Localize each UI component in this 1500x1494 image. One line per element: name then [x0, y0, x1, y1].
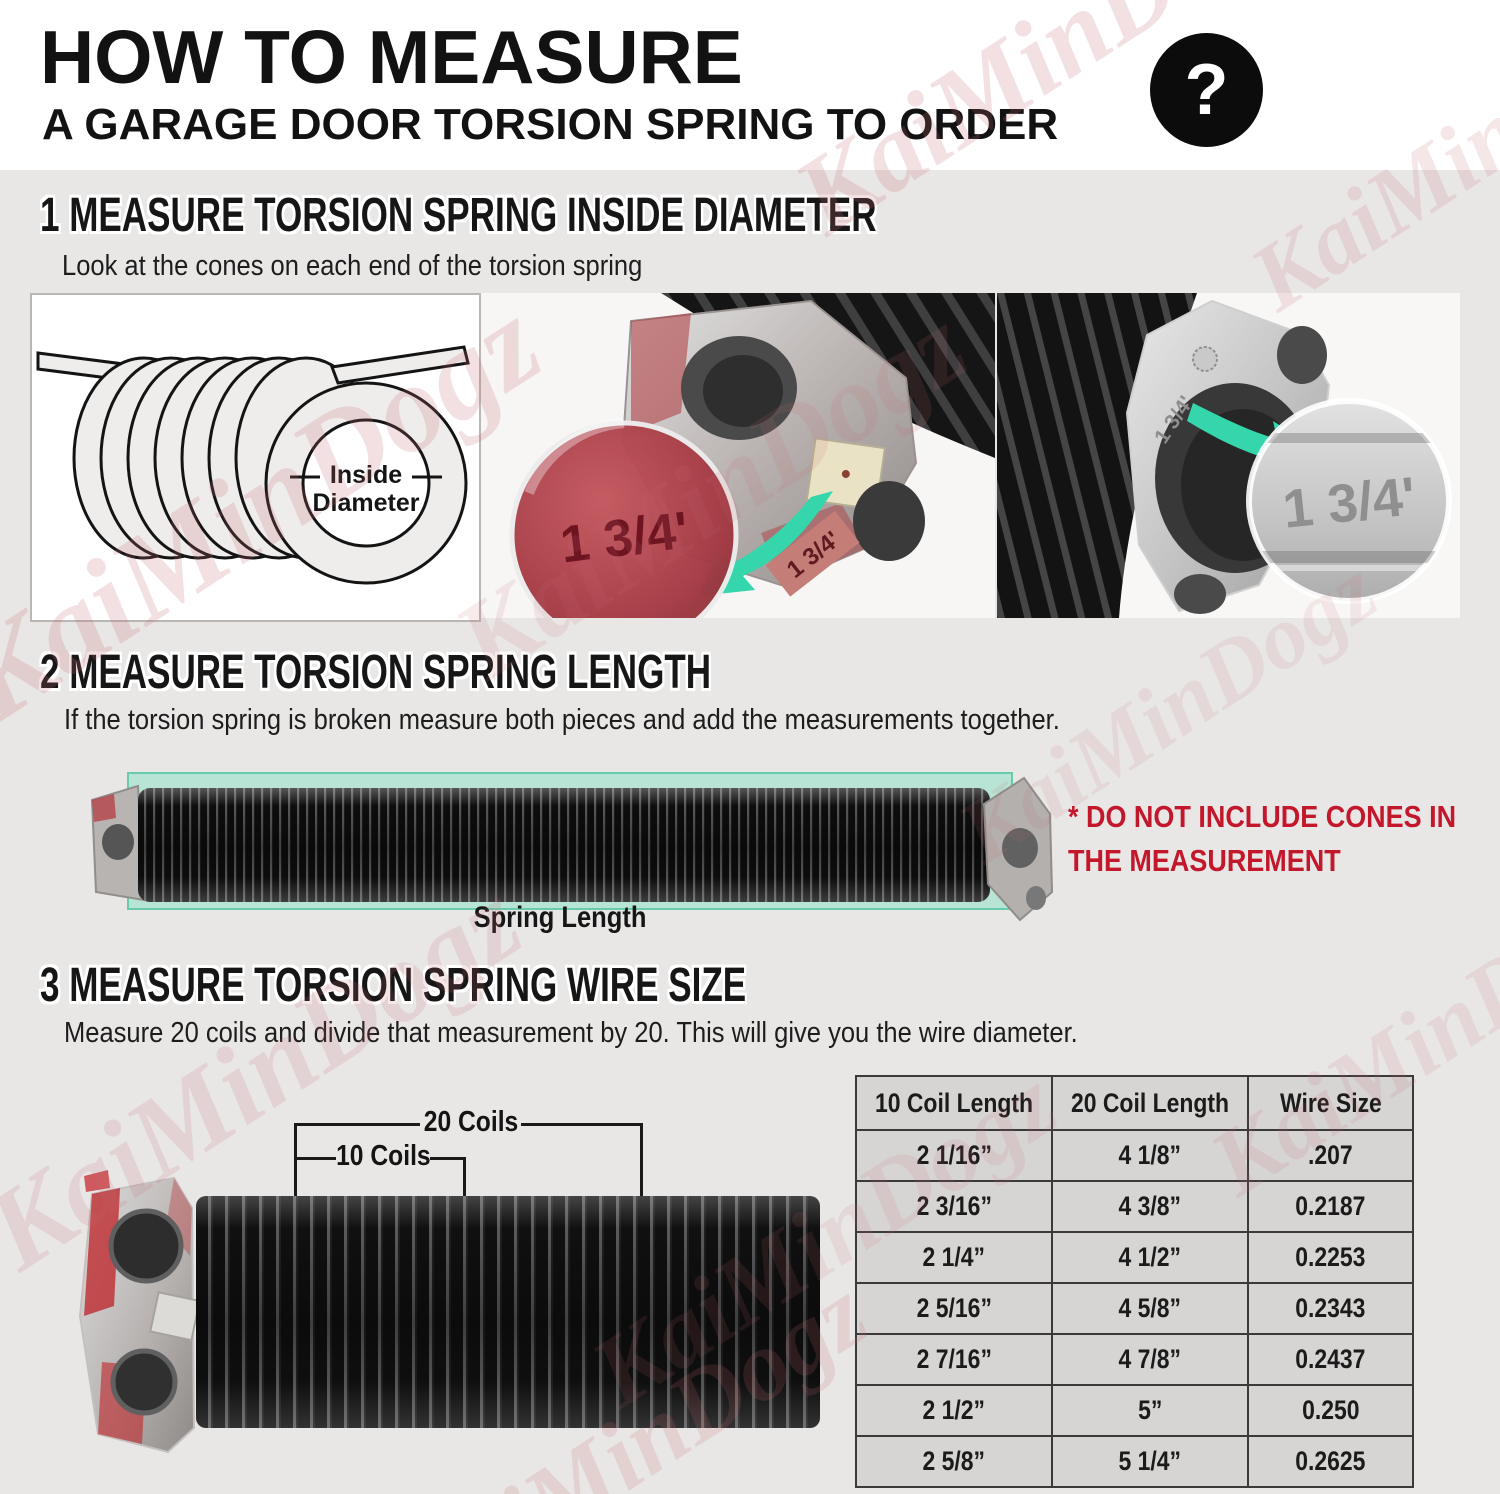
flange-photo: 1 3/4' 1 3/4' [997, 293, 1460, 618]
header: HOW TO MEASURE A GARAGE DOOR TORSION SPR… [0, 0, 1500, 170]
bracket-line [430, 1157, 466, 1160]
red-cone-photo: 1 3/4' 1 3/4' [481, 293, 995, 650]
inside-diameter-diagram: Inside Diameter [30, 293, 481, 622]
table-cell: .207 [1247, 1129, 1414, 1182]
table-cell: 4 1/8” [1051, 1129, 1249, 1182]
flange-magnifier-text: 1 3/4' [1280, 466, 1418, 540]
table-cell: 2 1/2” [855, 1384, 1053, 1437]
table-cell: 0.2187 [1247, 1180, 1414, 1233]
cone-warning-line1: * DO NOT INCLUDE CONES IN [1068, 799, 1457, 834]
table-cell: 0.2253 [1247, 1231, 1414, 1284]
cone-warning-note: * DO NOT INCLUDE CONES IN THE MEASUREMEN… [1068, 795, 1456, 883]
table-cell: 0.2625 [1247, 1435, 1414, 1488]
table-cell: 2 1/16” [855, 1129, 1053, 1182]
table-cell: 5 1/4” [1051, 1435, 1249, 1488]
table-row: 2 1/4” 4 1/2” 0.2253 [855, 1231, 1414, 1284]
torsion-spring-coils [196, 1196, 820, 1428]
red-cone-illustration: 1 3/4' 1 3/4' [481, 293, 995, 650]
table-cell: 2 3/16” [855, 1180, 1053, 1233]
spring-length-label: Spring Length [473, 901, 647, 934]
table-cell: 2 7/16” [855, 1333, 1053, 1386]
flange-illustration: 1 3/4' 1 3/4' [997, 293, 1460, 618]
engraved-logo-mark [1192, 346, 1218, 372]
table-cell: 4 3/8” [1051, 1180, 1249, 1233]
section3-number: 3 [40, 959, 60, 1012]
table-cell: 2 5/8” [855, 1435, 1053, 1488]
bracket-line [294, 1123, 420, 1126]
table-cell: 2 1/4” [855, 1231, 1053, 1284]
table-cell: 0.2437 [1247, 1333, 1414, 1386]
page-title: HOW TO MEASURE [40, 15, 743, 99]
spring-line-art: Inside Diameter [36, 345, 470, 585]
question-mark-glyph: ? [1184, 50, 1229, 130]
wire-size-table: 10 Coil Length 20 Coil Length Wire Size … [855, 1075, 1414, 1488]
section3-heading-text: MEASURE TORSION SPRING WIRE SIZE [69, 959, 747, 1012]
section3-subheading: Measure 20 coils and divide that measure… [64, 1017, 1078, 1049]
section2-number: 2 [40, 646, 60, 699]
table-row: 2 1/16” 4 1/8” .207 [855, 1129, 1414, 1182]
section1-heading: 1 MEASURE TORSION SPRING INSIDE DIAMETER [40, 188, 877, 243]
section2-heading: 2 MEASURE TORSION SPRING LENGTH [40, 645, 711, 700]
section2-subheading: If the torsion spring is broken measure … [64, 704, 1060, 736]
black-spring-coils [601, 293, 995, 458]
torsion-spring-body [138, 788, 990, 902]
table-row: 2 5/8” 5 1/4” 0.2625 [855, 1435, 1414, 1488]
col-header-wire-size: Wire Size [1247, 1075, 1414, 1131]
inside-diameter-label-line2: Diameter [313, 489, 420, 517]
table-cell: 0.250 [1247, 1384, 1414, 1437]
table-cell: 5” [1051, 1384, 1249, 1437]
table-cell: 0.2343 [1247, 1282, 1414, 1335]
section2-heading-text: MEASURE TORSION SPRING LENGTH [69, 646, 712, 699]
table-header-row: 10 Coil Length 20 Coil Length Wire Size [855, 1075, 1414, 1131]
section1-heading-text: MEASURE TORSION SPRING INSIDE DIAMETER [69, 189, 877, 242]
right-cone [982, 776, 1054, 922]
table-cell: 4 1/2” [1051, 1231, 1249, 1284]
section3-heading: 3 MEASURE TORSION SPRING WIRE SIZE [40, 958, 746, 1013]
metal-magnifier-circle [1246, 398, 1452, 604]
cone-warning-line2: THE MEASUREMENT [1068, 843, 1341, 878]
table-cell: 2 5/16” [855, 1282, 1053, 1335]
col-header-10-coil: 10 Coil Length [855, 1075, 1053, 1131]
section1-subheading: Look at the cones on each end of the tor… [62, 250, 643, 282]
bracket-line [521, 1123, 643, 1126]
wire-size-table-body: 2 1/16” 4 1/8” .207 2 3/16” 4 3/8” 0.2187 2 1/… [855, 1129, 1414, 1488]
table-row: 2 1/2” 5” 0.250 [855, 1384, 1414, 1437]
bracket-line [463, 1157, 466, 1199]
bracket-line [294, 1124, 297, 1199]
bracket-line [640, 1123, 643, 1199]
col-header-20-coil: 20 Coil Length [1051, 1075, 1249, 1131]
table-cell: 4 5/8” [1051, 1282, 1249, 1335]
table-row: 2 3/16” 4 3/8” 0.2187 [855, 1180, 1414, 1233]
inside-diameter-label-line1: Inside [330, 461, 402, 489]
table-cell: 4 7/8” [1051, 1333, 1249, 1386]
table-row: 2 7/16” 4 7/8” 0.2437 [855, 1333, 1414, 1386]
table-row: 2 5/16” 4 5/8” 0.2343 [855, 1282, 1414, 1335]
bracket-label-10-coils: 10 Coils [336, 1140, 431, 1172]
page-subtitle: A GARAGE DOOR TORSION SPRING TO ORDER [42, 100, 1059, 149]
section1-number: 1 [40, 189, 60, 242]
question-mark-icon: ? [1150, 33, 1263, 147]
bracket-line [294, 1157, 336, 1160]
left-cone [90, 784, 146, 902]
bracket-label-20-coils: 20 Coils [423, 1106, 519, 1138]
red-winding-cone [78, 1170, 201, 1454]
